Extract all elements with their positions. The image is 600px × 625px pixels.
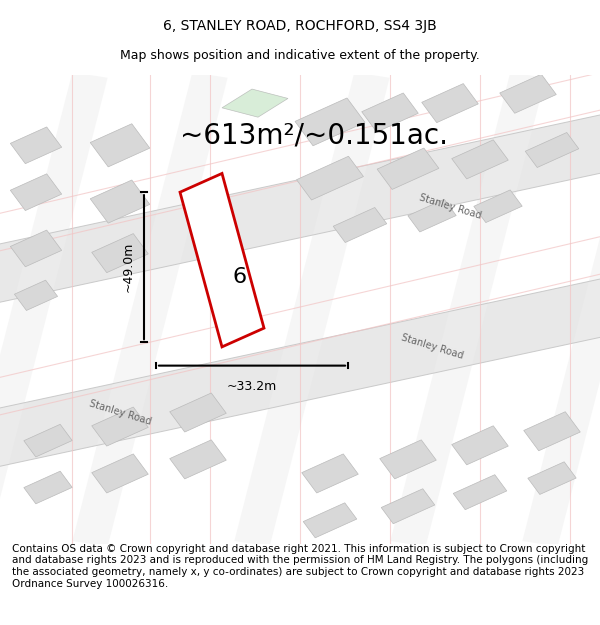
Polygon shape	[523, 72, 600, 546]
Polygon shape	[381, 489, 435, 524]
Text: Stanley Road: Stanley Road	[400, 332, 464, 361]
Polygon shape	[180, 173, 264, 347]
Polygon shape	[222, 89, 288, 118]
Text: 6, STANLEY ROAD, ROCHFORD, SS4 3JB: 6, STANLEY ROAD, ROCHFORD, SS4 3JB	[163, 19, 437, 32]
Polygon shape	[377, 148, 439, 189]
Polygon shape	[474, 190, 522, 222]
Polygon shape	[391, 72, 545, 546]
Polygon shape	[170, 393, 226, 432]
Polygon shape	[0, 268, 600, 477]
Polygon shape	[92, 454, 148, 493]
Text: 6: 6	[233, 266, 247, 286]
Polygon shape	[10, 127, 62, 164]
Polygon shape	[235, 72, 389, 546]
Polygon shape	[10, 174, 62, 211]
Polygon shape	[170, 440, 226, 479]
Polygon shape	[92, 234, 148, 272]
Polygon shape	[92, 407, 148, 446]
Polygon shape	[333, 208, 387, 242]
Polygon shape	[524, 412, 580, 451]
Polygon shape	[90, 180, 150, 223]
Polygon shape	[362, 93, 418, 132]
Text: Contains OS data © Crown copyright and database right 2021. This information is : Contains OS data © Crown copyright and d…	[12, 544, 588, 589]
Polygon shape	[296, 156, 364, 200]
Polygon shape	[0, 104, 600, 313]
Text: ~33.2m: ~33.2m	[227, 379, 277, 392]
Polygon shape	[380, 440, 436, 479]
Polygon shape	[528, 462, 576, 494]
Polygon shape	[525, 132, 579, 168]
Polygon shape	[14, 280, 58, 311]
Polygon shape	[452, 426, 508, 465]
Polygon shape	[500, 74, 556, 113]
Polygon shape	[0, 72, 107, 546]
Text: Stanley Road: Stanley Road	[88, 398, 152, 427]
Polygon shape	[24, 424, 72, 457]
Polygon shape	[10, 230, 62, 267]
Text: Map shows position and indicative extent of the property.: Map shows position and indicative extent…	[120, 49, 480, 62]
Polygon shape	[73, 72, 227, 546]
Polygon shape	[24, 471, 72, 504]
Text: ~613m²/~0.151ac.: ~613m²/~0.151ac.	[180, 122, 448, 150]
Polygon shape	[408, 199, 456, 232]
Polygon shape	[452, 140, 508, 179]
Polygon shape	[422, 84, 478, 122]
Polygon shape	[453, 475, 507, 509]
Polygon shape	[295, 98, 365, 146]
Polygon shape	[303, 503, 357, 538]
Text: ~49.0m: ~49.0m	[122, 242, 135, 292]
Text: Stanley Road: Stanley Road	[418, 192, 482, 221]
Polygon shape	[90, 124, 150, 167]
Polygon shape	[302, 454, 358, 493]
